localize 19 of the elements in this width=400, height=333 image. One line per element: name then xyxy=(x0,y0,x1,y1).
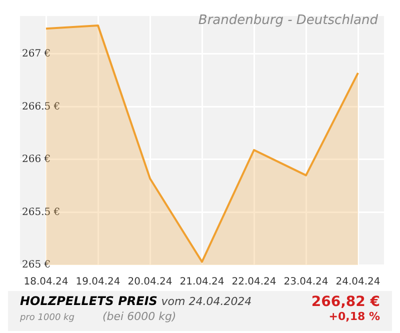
x-tick-label: 20.04.24 xyxy=(128,276,172,288)
y-tick-label: 266.5 € xyxy=(22,101,60,112)
x-tick-label: 19.04.24 xyxy=(76,276,120,288)
y-tick-label: 266 € xyxy=(22,154,51,166)
y-tick-label: 267 € xyxy=(22,48,51,60)
text: pro 1000 kg xyxy=(20,313,74,323)
chart-title: Brandenburg - Deutschland xyxy=(198,12,379,28)
y-tick-label: 265.5 € xyxy=(22,206,60,218)
text: HOLZPELLETS PREIS xyxy=(20,294,158,308)
x-tick-label: 18.04.24 xyxy=(24,276,68,288)
text: vom 24.04.2024 xyxy=(161,295,252,308)
y-tick-label: 265 € xyxy=(22,260,51,271)
x-tick-label: 21.04.24 xyxy=(180,276,224,288)
x-tick-label: 22.04.24 xyxy=(232,276,276,288)
x-tick-label: 24.04.24 xyxy=(336,276,380,288)
x-tick-label: 23.04.24 xyxy=(284,276,328,288)
text: +0,18 % xyxy=(328,310,380,323)
text: 266,82 € xyxy=(311,294,380,310)
text: (bei 6000 kg) xyxy=(102,310,176,323)
